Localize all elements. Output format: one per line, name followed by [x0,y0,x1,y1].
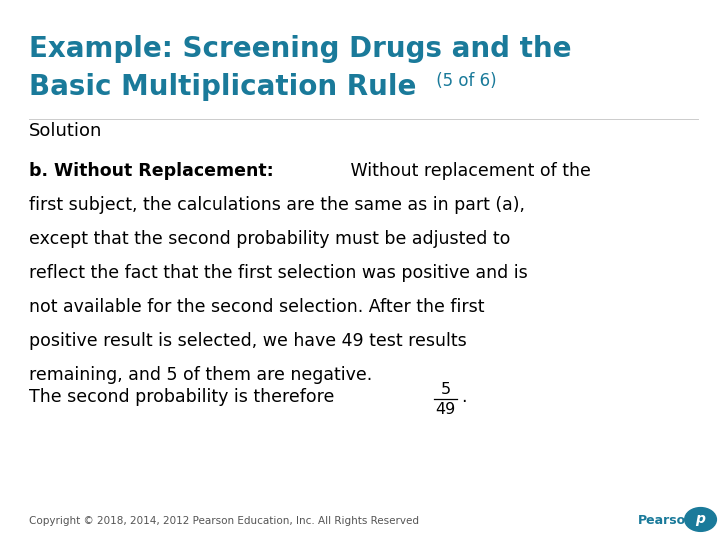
Text: The second probability is therefore: The second probability is therefore [29,388,340,406]
Text: positive result is selected, we have 49 test results: positive result is selected, we have 49 … [29,332,467,350]
Text: not available for the second selection. After the first: not available for the second selection. … [29,298,485,316]
Text: Solution: Solution [29,122,102,139]
Text: reflect the fact that the first selection was positive and is: reflect the fact that the first selectio… [29,264,528,282]
Text: except that the second probability must be adjusted to: except that the second probability must … [29,230,510,248]
Text: .: . [461,388,467,406]
Text: Basic Multiplication Rule: Basic Multiplication Rule [29,73,416,101]
Text: (5 of 6): (5 of 6) [431,72,496,90]
Text: p: p [696,512,706,526]
Text: Without replacement of the: Without replacement of the [345,162,590,180]
Text: 5: 5 [441,382,451,397]
Text: Example: Screening Drugs and the: Example: Screening Drugs and the [29,35,571,63]
Text: Copyright © 2018, 2014, 2012 Pearson Education, Inc. All Rights Reserved: Copyright © 2018, 2014, 2012 Pearson Edu… [29,516,419,526]
Text: remaining, and 5 of them are negative.: remaining, and 5 of them are negative. [29,366,372,384]
Text: Pearson: Pearson [638,514,695,526]
Circle shape [685,508,716,531]
Text: 49: 49 [436,402,456,417]
Text: first subject, the calculations are the same as in part (a),: first subject, the calculations are the … [29,196,525,214]
Text: b. Without Replacement:: b. Without Replacement: [29,162,274,180]
